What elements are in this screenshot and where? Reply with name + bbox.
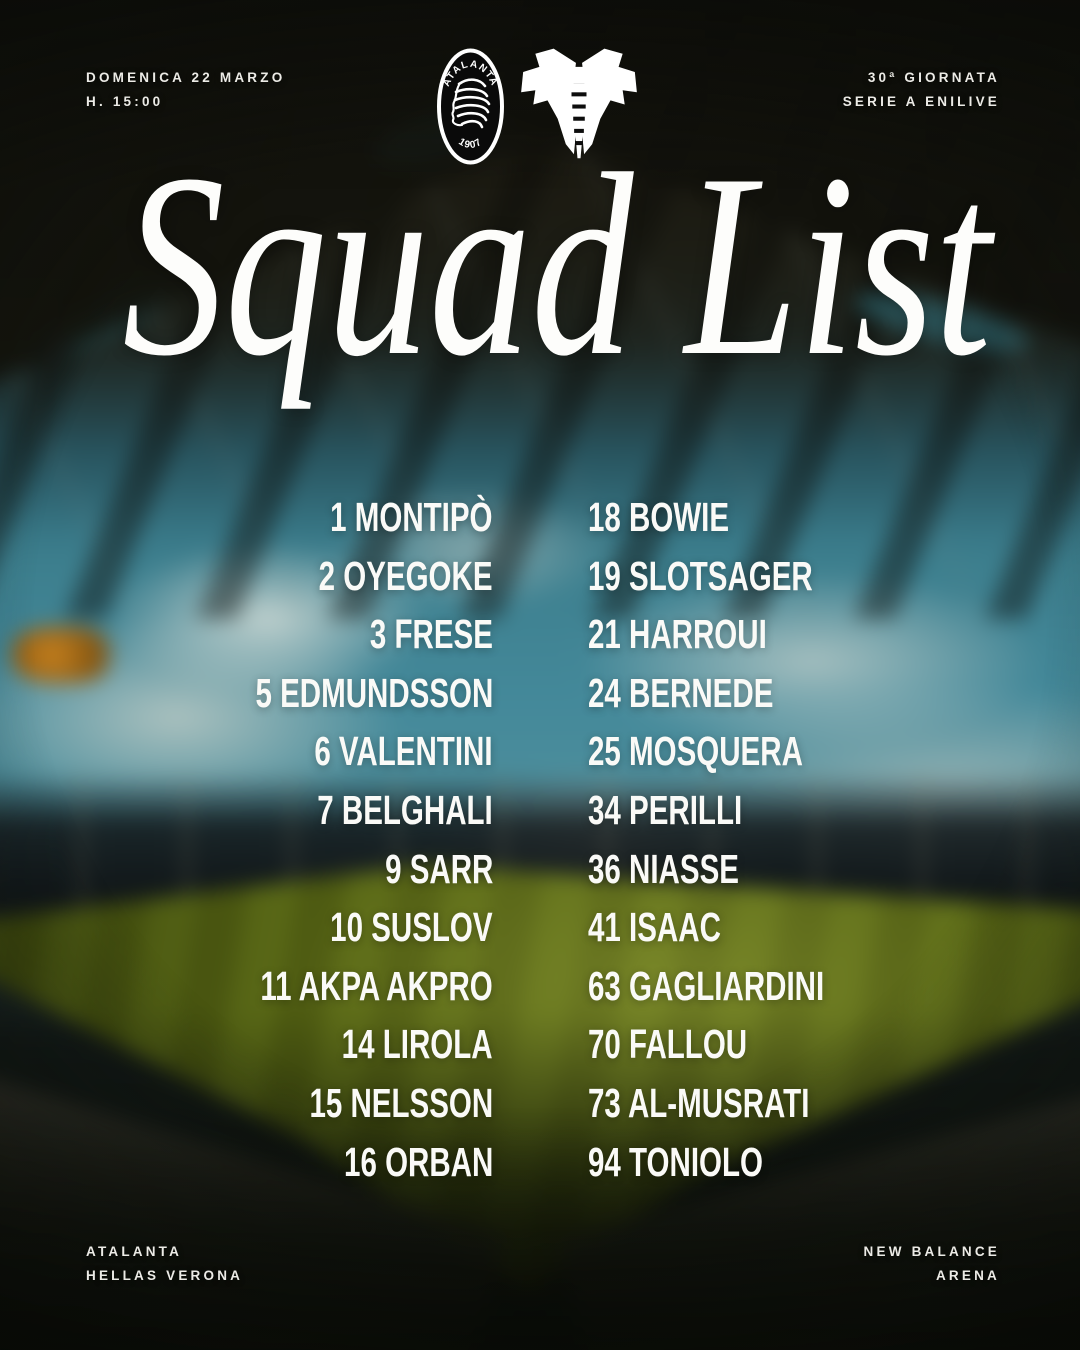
- player-row: 24 BERNEDE: [588, 664, 1080, 723]
- hellas-verona-crest-icon: [521, 48, 637, 159]
- player-number-name: 7 BELGHALI: [317, 786, 494, 833]
- competition-label: SERIE A ENILIVE: [842, 94, 1000, 109]
- player-number-name: 15 NELSSON: [309, 1079, 493, 1126]
- player-row: 73 AL-MUSRATI: [588, 1074, 1080, 1133]
- poster-title: Squad List: [0, 134, 1080, 396]
- player-row: 34 PERILLI: [588, 781, 1080, 840]
- player-row: 5 EDMUNDSSON: [0, 664, 493, 723]
- player-number-name: 25 MOSQUERA: [588, 728, 803, 775]
- player-row: 25 MOSQUERA: [588, 722, 1080, 781]
- player-row: 21 HARROUI: [588, 605, 1080, 664]
- player-number-name: 11 AKPA AKPRO: [260, 962, 493, 1009]
- player-row: 36 NIASSE: [588, 840, 1080, 899]
- player-number-name: 73 AL-MUSRATI: [588, 1079, 810, 1126]
- player-row: 41 ISAAC: [588, 898, 1080, 957]
- away-team-label: HELLAS VERONA: [86, 1268, 244, 1283]
- player-number-name: 70 FALLOU: [588, 1021, 748, 1068]
- player-number-name: 34 PERILLI: [588, 786, 743, 833]
- player-row: 10 SUSLOV: [0, 898, 493, 957]
- player-row: 3 FRESE: [0, 605, 493, 664]
- verona-ladder-rungs: [571, 92, 587, 146]
- player-row: 9 SARR: [0, 840, 493, 899]
- home-team-label: ATALANTA: [86, 1244, 183, 1259]
- player-number-name: 14 LIROLA: [342, 1021, 493, 1068]
- player-number-name: 18 BOWIE: [588, 494, 730, 540]
- svg-text:1907: 1907: [456, 136, 484, 151]
- player-number-name: 21 HARROUI: [588, 611, 767, 658]
- match-date-block: DOMENICA 22 MARZO H. 15:00: [86, 66, 285, 114]
- player-number-name: 94 TONIOLO: [588, 1138, 763, 1185]
- match-date: DOMENICA 22 MARZO: [86, 70, 286, 85]
- round-label: 30ª GIORNATA: [867, 70, 1000, 85]
- player-row: 1 MONTIPÒ: [0, 488, 493, 547]
- player-row: 14 LIROLA: [0, 1015, 493, 1074]
- player-number-name: 6 VALENTINI: [314, 728, 493, 775]
- player-row: 16 ORBAN: [0, 1133, 493, 1192]
- poster-title-text: Squad List: [122, 120, 992, 410]
- atalanta-dea-profile: [451, 78, 491, 129]
- player-number-name: 1 MONTIPÒ: [330, 494, 493, 540]
- round-block: 30ª GIORNATA SERIE A ENILIVE: [843, 66, 1000, 114]
- player-number-name: 16 ORBAN: [343, 1138, 493, 1185]
- player-row: 63 GAGLIARDINI: [588, 957, 1080, 1016]
- player-row: 94 TONIOLO: [588, 1133, 1080, 1192]
- player-number-name: 10 SUSLOV: [330, 904, 493, 951]
- squad-column-left: 1 MONTIPÒ 2 OYEGOKE 3 FRESE 5 EDMUNDSSON 6 V…: [0, 488, 540, 1191]
- player-number-name: 5 EDMUNDSSON: [255, 669, 493, 716]
- player-row: 70 FALLOU: [588, 1015, 1080, 1074]
- venue-line1: NEW BALANCE: [863, 1244, 1000, 1259]
- player-row: 11 AKPA AKPRO: [0, 957, 493, 1016]
- player-row: 18 BOWIE: [588, 488, 1080, 547]
- player-number-name: 24 BERNEDE: [588, 669, 774, 716]
- venue-block: NEW BALANCE ARENA: [864, 1240, 1000, 1288]
- player-number-name: 9 SARR: [384, 845, 493, 892]
- squad-column-right: 18 BOWIE 19 SLOTSAGER 21 HARROUI 24 BERNEDE…: [540, 488, 1080, 1191]
- player-row: 19 SLOTSAGER: [588, 547, 1080, 606]
- player-row: 7 BELGHALI: [0, 781, 494, 840]
- atalanta-crest-year: 1907: [456, 136, 483, 151]
- player-number-name: 41 ISAAC: [588, 904, 721, 951]
- player-number-name: 19 SLOTSAGER: [588, 552, 813, 599]
- player-number-name: 36 NIASSE: [588, 845, 739, 892]
- player-number-name: 3 FRESE: [369, 611, 493, 658]
- player-number-name: 63 GAGLIARDINI: [588, 962, 825, 1009]
- squad-list: 1 MONTIPÒ 2 OYEGOKE 3 FRESE 5 EDMUNDSSON 6 V…: [0, 488, 1080, 1191]
- player-row: 15 NELSSON: [0, 1074, 493, 1133]
- fixture-block: ATALANTA HELLAS VERONA: [86, 1240, 243, 1288]
- kickoff-time: H. 15:00: [86, 94, 164, 109]
- player-row: 2 OYEGOKE: [0, 547, 493, 606]
- venue-line2: ARENA: [935, 1268, 1000, 1283]
- player-number-name: 2 OYEGOKE: [319, 552, 493, 599]
- player-row: 6 VALENTINI: [0, 722, 493, 781]
- atalanta-crest-icon: ATALANTA 1907: [437, 48, 504, 165]
